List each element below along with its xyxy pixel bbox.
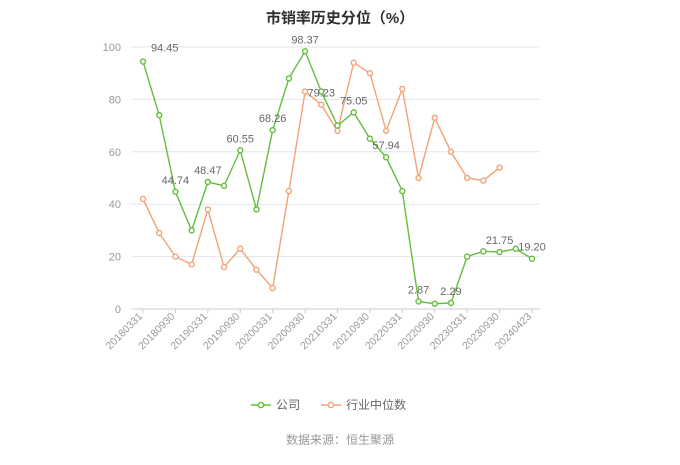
svg-text:80: 80 [109, 94, 121, 106]
svg-text:79.23: 79.23 [308, 88, 336, 100]
svg-text:68.26: 68.26 [259, 113, 287, 125]
svg-text:0: 0 [115, 304, 121, 316]
svg-text:100: 100 [103, 42, 121, 54]
svg-text:行业中位数: 行业中位数 [346, 398, 406, 412]
svg-text:20: 20 [109, 252, 121, 264]
svg-text:75.05: 75.05 [340, 95, 368, 107]
svg-text:21.75: 21.75 [486, 235, 514, 247]
svg-text:98.37: 98.37 [291, 34, 319, 46]
svg-text:60: 60 [109, 147, 121, 159]
svg-text:40: 40 [109, 199, 121, 211]
svg-text:57.94: 57.94 [372, 140, 400, 152]
svg-text:数据来源：恒生聚源: 数据来源：恒生聚源 [286, 433, 394, 447]
svg-text:2.87: 2.87 [408, 284, 429, 296]
svg-text:2.29: 2.29 [440, 286, 461, 298]
svg-text:94.45: 94.45 [151, 43, 179, 55]
svg-text:44.74: 44.74 [162, 175, 190, 187]
svg-text:60.55: 60.55 [226, 133, 254, 145]
svg-text:48.47: 48.47 [194, 165, 222, 177]
svg-text:19.20: 19.20 [518, 242, 546, 254]
svg-text:公司: 公司 [276, 398, 300, 412]
